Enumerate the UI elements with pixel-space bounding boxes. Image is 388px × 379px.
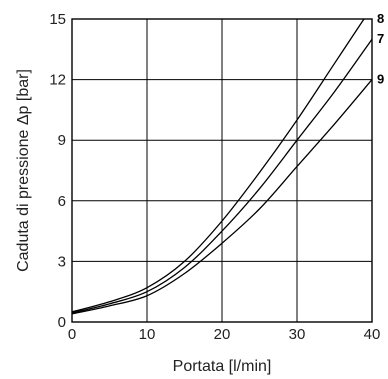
- series-label-7: 7: [377, 31, 384, 46]
- series-line-7: [71, 38, 373, 314]
- series-label-8: 8: [377, 11, 384, 26]
- y-tick-label: 12: [49, 72, 66, 89]
- plot-frame: [71, 18, 373, 323]
- x-tick-label: 30: [289, 326, 306, 343]
- x-tick-label: 10: [139, 326, 156, 343]
- curves: [71, 18, 373, 315]
- series-line-9: [71, 79, 373, 315]
- curve-labels: 8 7 9: [377, 11, 384, 87]
- y-tick-label: 9: [58, 132, 66, 149]
- y-tick-label: 0: [58, 314, 66, 331]
- grid: [72, 19, 372, 322]
- y-axis-label: Caduta di pressione Δp [bar]: [15, 69, 32, 272]
- x-tick-label: 0: [68, 326, 76, 343]
- x-tick-labels: 0 10 20 30 40: [68, 326, 381, 343]
- series-line-8: [71, 18, 365, 313]
- series-label-9: 9: [377, 72, 384, 87]
- x-tick-label: 40: [364, 326, 381, 343]
- y-tick-label: 6: [58, 193, 66, 210]
- y-tick-label: 3: [58, 253, 66, 270]
- x-axis-label: Portata [l/min]: [173, 358, 272, 375]
- y-tick-labels: 0 3 6 9 12 15: [49, 11, 66, 331]
- x-tick-label: 20: [214, 326, 231, 343]
- y-tick-label: 15: [49, 11, 66, 28]
